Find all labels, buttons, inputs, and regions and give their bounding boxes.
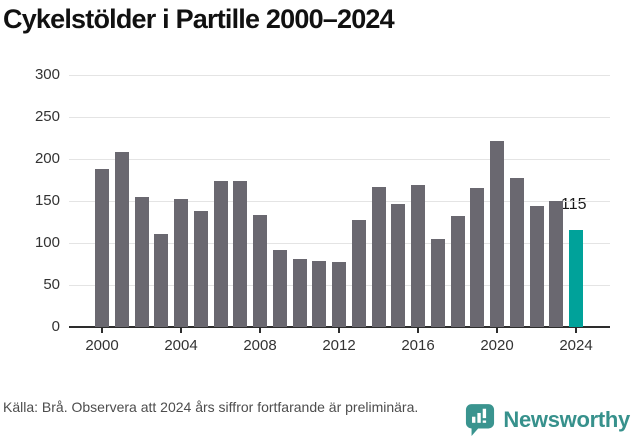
bar-2004 xyxy=(174,199,188,327)
bar-2010 xyxy=(292,258,307,327)
bar-2016 xyxy=(411,185,425,327)
x-axis-tick xyxy=(101,327,103,333)
y-axis-tick-label: 150 xyxy=(34,192,60,209)
x-axis-tick-label: 2004 xyxy=(164,337,198,354)
x-axis-tick xyxy=(417,327,419,333)
y-axis-tick-label: 250 xyxy=(34,108,60,125)
x-axis-tick-label: 2016 xyxy=(401,337,435,354)
bar-2005 xyxy=(193,211,208,327)
bar-2001 xyxy=(114,152,129,327)
x-axis-tick xyxy=(259,327,261,333)
bar-2003 xyxy=(154,233,169,327)
bar-2000 xyxy=(95,169,109,327)
plot-area: 115 0 50 100 150 200 250 300 2000 2004 2008 2012 20… xyxy=(35,66,610,354)
x-axis-tick xyxy=(338,327,340,333)
bar-2019 xyxy=(470,187,485,327)
gridline xyxy=(69,116,610,118)
gridline xyxy=(69,200,610,202)
gridline xyxy=(69,74,610,76)
x-axis-tick xyxy=(180,327,182,333)
x-axis-tick-label: 2000 xyxy=(85,337,119,354)
bar-2018 xyxy=(450,216,465,327)
source-note: Källa: Brå. Observera att 2024 års siffr… xyxy=(3,399,419,415)
y-axis-tick-label: 300 xyxy=(34,66,60,83)
bar-2008 xyxy=(253,215,267,327)
gridline xyxy=(69,242,610,244)
bar-2017 xyxy=(430,238,445,327)
brand-lockup: Newsworthy xyxy=(465,403,630,437)
x-axis-tick xyxy=(496,327,498,333)
bar-2020 xyxy=(490,140,504,327)
brand-name: Newsworthy xyxy=(503,407,630,432)
bar-2006 xyxy=(213,180,228,327)
bar-2021 xyxy=(509,178,524,327)
newsworthy-logo-icon xyxy=(465,403,495,437)
y-axis-tick-label: 200 xyxy=(34,150,60,167)
y-axis-tick-label: 50 xyxy=(43,276,60,293)
y-axis-tick-label: 100 xyxy=(34,234,60,251)
bar-2022 xyxy=(529,206,544,327)
x-axis-tick-label: 2012 xyxy=(322,337,356,354)
bar-2012 xyxy=(332,262,346,327)
highlight-value-label: 115 xyxy=(561,196,587,214)
x-axis-tick xyxy=(575,327,577,333)
chart-title: Cykelstölder i Partille 2000–2024 xyxy=(3,4,395,34)
x-axis-tick-label: 2020 xyxy=(480,337,514,354)
bar-2014 xyxy=(371,186,386,327)
bar-2009 xyxy=(272,249,287,327)
x-axis-tick-label: 2024 xyxy=(559,337,593,354)
y-axis-tick-label: 0 xyxy=(51,318,60,335)
bar-2023 xyxy=(549,201,564,327)
x-axis-tick-label: 2008 xyxy=(243,337,277,354)
bar-2015 xyxy=(391,203,406,327)
bar-2024 xyxy=(569,230,583,327)
bar-2011 xyxy=(312,260,327,327)
bar-2013 xyxy=(351,220,366,327)
gridline xyxy=(69,158,610,160)
bar-2007 xyxy=(233,180,248,327)
bar-2002 xyxy=(134,196,149,327)
